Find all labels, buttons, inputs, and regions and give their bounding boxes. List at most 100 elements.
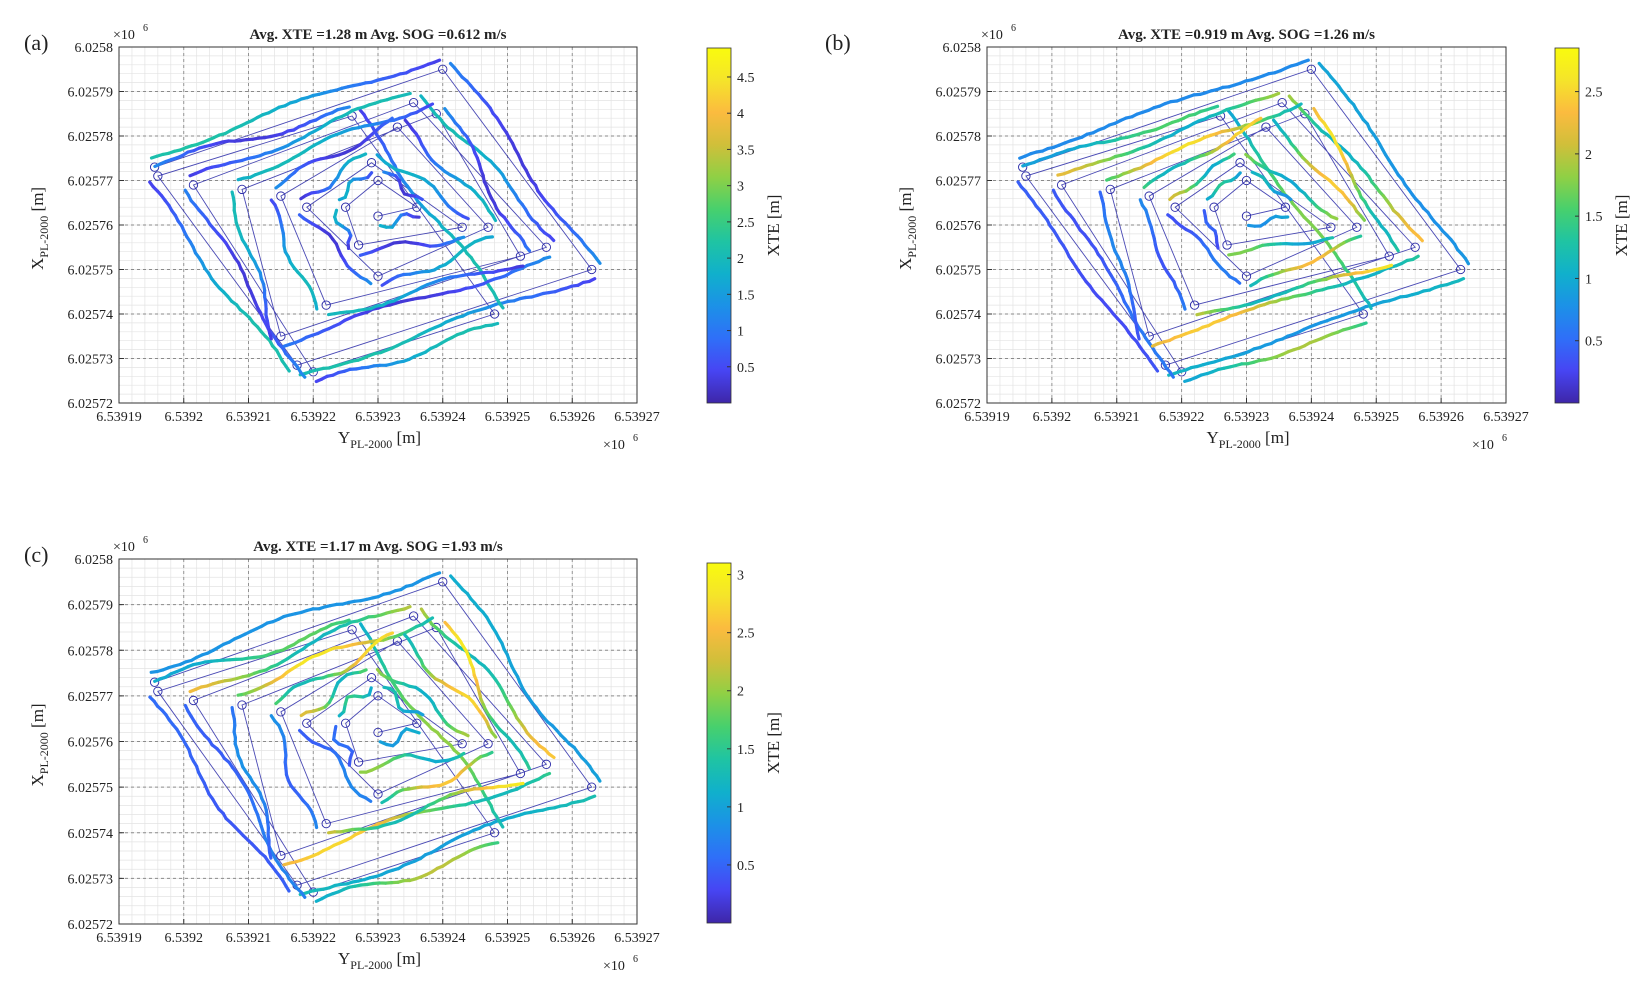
- trajectory-segment: [333, 208, 339, 219]
- colorbar-tick-label: 1.5: [737, 288, 755, 303]
- x-tick-label: 6.53923: [355, 410, 401, 425]
- trajectory-segment: [385, 116, 394, 124]
- trajectory-segment: [432, 571, 442, 577]
- plot-data: [1016, 58, 1471, 383]
- y-axis-label-unit: [m]: [28, 703, 47, 732]
- y-multiplier: ×10: [113, 28, 135, 43]
- trajectory-segment: [525, 761, 531, 771]
- trajectory-segment: [461, 214, 470, 221]
- x-axis-label: YPL-2000 [m]: [338, 949, 421, 972]
- y-axis-label-group: XPL-2000 [m]: [896, 187, 919, 270]
- waypoint-marker: [489, 828, 500, 838]
- trajectory-segment: [378, 740, 389, 747]
- trajectory-segment: [1359, 214, 1367, 222]
- trajectory-segment: [366, 171, 374, 180]
- waypoint-marker: [1455, 264, 1466, 275]
- chart-a: (a) Avg. XTE =1.28 m Avg. SOG =0.612 m/s 6…: [24, 23, 783, 453]
- x-tick-label: 6.53924: [420, 931, 466, 946]
- x-axis-label-main: Y: [1207, 428, 1219, 447]
- x-tick-label: 6.53922: [291, 931, 337, 946]
- y-tick-label: 6.02574: [68, 308, 114, 323]
- waypoint-marker: [1410, 242, 1420, 252]
- waypoint-marker: [373, 789, 383, 799]
- waypoint-marker: [1384, 251, 1394, 261]
- y-tick-label: 6.02577: [68, 175, 114, 190]
- y-multiplier-exponent: 6: [143, 23, 148, 34]
- colorbar-label: XTE [m]: [764, 712, 783, 774]
- waypoint-marker: [373, 175, 383, 186]
- trajectory-segment: [297, 213, 306, 221]
- trajectory-segment: [282, 342, 292, 348]
- trajectory-segment: [269, 198, 277, 207]
- x-tick-label: 6.5392: [165, 931, 204, 946]
- trajectory-segment: [402, 91, 412, 97]
- colorbar-tick-label: 2: [737, 252, 744, 267]
- trajectory-segment: [402, 605, 412, 611]
- y-axis-label-main: X: [896, 258, 915, 270]
- waypoint-marker: [353, 240, 364, 250]
- y-tick-label: 6.02574: [936, 308, 982, 323]
- trajectory-segment: [432, 58, 442, 65]
- y-tick-label: 6.0258: [75, 553, 114, 568]
- x-tick-label: 6.53927: [614, 931, 660, 946]
- waypoint-marker: [188, 695, 199, 706]
- trajectory-segment: [490, 730, 498, 739]
- x-axis-label-unit: [m]: [1261, 428, 1290, 447]
- x-tick-label: 6.53921: [226, 931, 272, 946]
- waypoint-marker: [1241, 211, 1252, 221]
- waypoint-marker: [1235, 158, 1245, 168]
- waypoint-marker: [321, 818, 331, 829]
- colorbar-tick-label: 1: [737, 325, 744, 340]
- trajectory-segment: [1138, 198, 1145, 207]
- x-tick-label: 6.53923: [355, 931, 401, 946]
- waypoint-marker: [1280, 202, 1291, 212]
- trajectory-segment: [547, 234, 556, 243]
- y-tick-label: 6.02574: [68, 827, 114, 842]
- waypoint-marker: [431, 622, 441, 633]
- y-tick-label: 6.02579: [936, 86, 982, 101]
- chart-b: (b) Avg. XTE =0.919 m Avg. SOG =1.26 m/s 6…: [825, 23, 1631, 453]
- waypoint-marker: [340, 718, 351, 728]
- waypoint-marker: [340, 202, 351, 212]
- waypoint-marker: [353, 757, 364, 767]
- y-multiplier-exponent: 6: [1011, 23, 1016, 34]
- colorbar-tick-label: 2: [1585, 148, 1592, 163]
- trajectory-segment: [1202, 209, 1207, 218]
- trajectory-segment: [341, 105, 351, 110]
- waypoint-marker: [1358, 309, 1368, 319]
- colorbar-gradient: [706, 47, 732, 404]
- y-tick-label: 6.02578: [936, 130, 982, 145]
- waypoint-marker: [302, 202, 312, 212]
- y-tick-label: 6.02577: [936, 175, 982, 190]
- waypoint-marker: [438, 577, 448, 587]
- waypoint-marker: [237, 700, 247, 710]
- waypoint-marker: [392, 122, 403, 132]
- trajectory-segment: [1294, 102, 1303, 109]
- x-tick-label: 6.53925: [485, 410, 531, 425]
- x-tick-label: 6.53919: [96, 410, 142, 425]
- x-tick-label: 6.53924: [1289, 410, 1335, 425]
- waypoint-marker: [587, 782, 597, 792]
- waypoint-marker: [483, 739, 493, 749]
- waypoint-marker: [457, 739, 467, 749]
- y-tick-label: 6.0258: [943, 41, 982, 56]
- colorbar-tick-label: 2: [737, 685, 744, 700]
- colorbar-tick-label: 4: [737, 107, 744, 122]
- colorbar-gradient: [1554, 47, 1580, 404]
- trajectory-segment: [314, 377, 324, 384]
- waypoint-marker: [1021, 171, 1031, 181]
- trajectory-segment: [148, 695, 156, 703]
- trajectory-segment: [498, 820, 505, 829]
- waypoint-marker: [1222, 240, 1232, 250]
- trajectory: [148, 571, 602, 903]
- trajectory-segment: [1016, 180, 1023, 189]
- waypoint-marker: [373, 271, 383, 281]
- y-axis-label-unit: [m]: [896, 187, 915, 216]
- waypoint-marker: [412, 718, 422, 728]
- x-axis-label-unit: [m]: [392, 428, 421, 447]
- y-tick-label: 6.02576: [936, 219, 982, 234]
- y-axis-label: XPL-2000 [m]: [896, 187, 919, 270]
- waypoint-marker: [438, 64, 448, 74]
- panel-label: (c): [24, 542, 48, 567]
